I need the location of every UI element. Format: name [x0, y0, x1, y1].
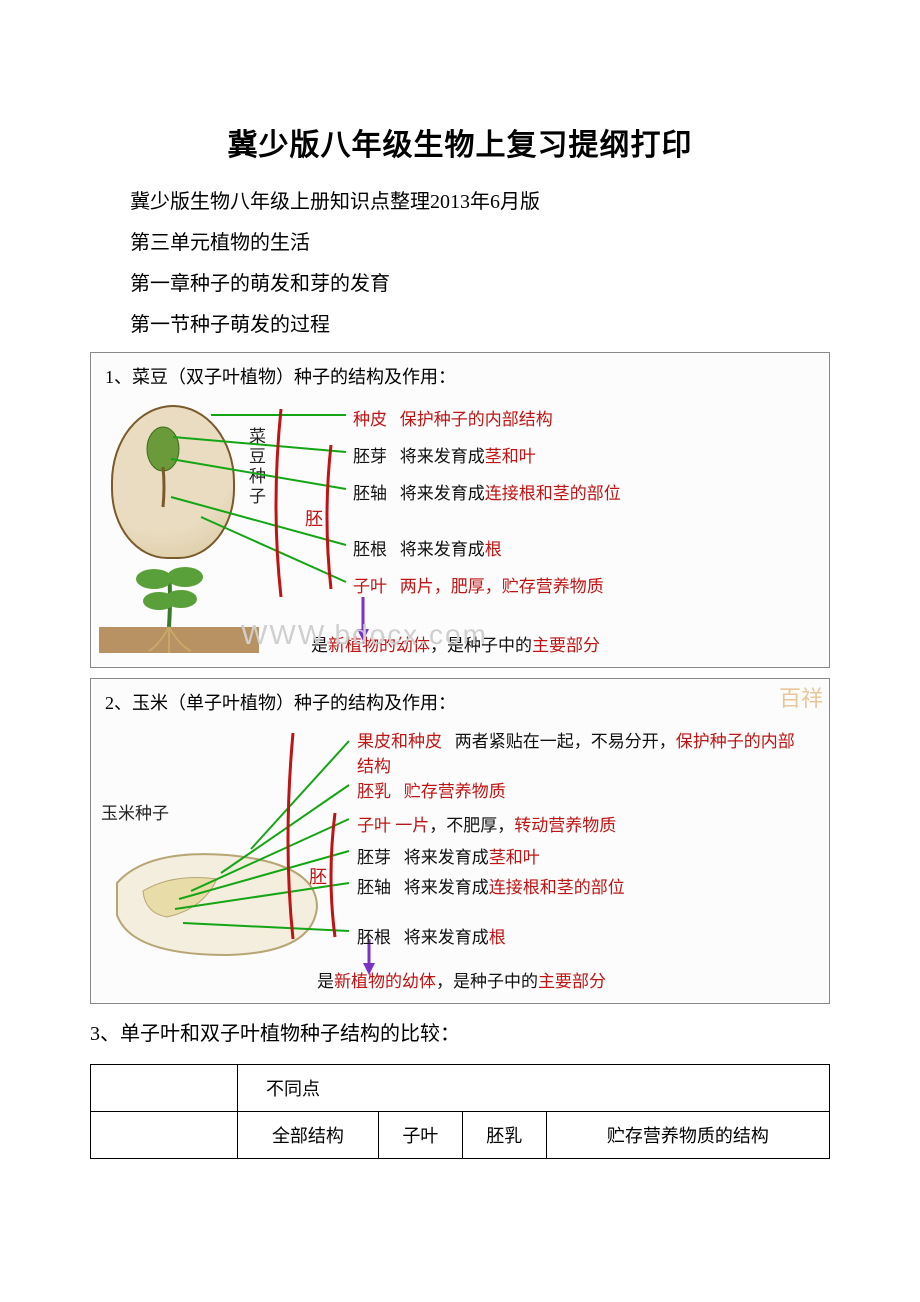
- corner-stamp: 百祥: [779, 681, 823, 713]
- d1-item-seed-coat: 种皮 保护种子的内部结构: [353, 405, 553, 430]
- table-cell: 胚乳: [462, 1112, 546, 1159]
- page: 冀少版八年级生物上复习提纲打印 冀少版生物八年级上册知识点整理2013年6月版 …: [0, 0, 920, 1219]
- watermark-text: WWW.bdocx.com: [241, 619, 488, 651]
- table-row: 不同点: [91, 1065, 830, 1112]
- d2-item-hypocotyl: 胚轴 将来发育成连接根和茎的部位: [357, 873, 777, 898]
- diagram1-heading: 1、菜豆（双子叶植物）种子的结构及作用：: [105, 363, 819, 389]
- d2-item-plumule: 胚芽 将来发育成茎和叶: [357, 843, 540, 868]
- section-3-heading: 3、单子叶和双子叶植物种子结构的比较：: [90, 1014, 830, 1054]
- d2-item-pericarp: 果皮和种皮 两者紧贴在一起，不易分开，保护种子的内部结构: [357, 727, 797, 777]
- d2-item-endosperm: 胚乳 贮存营养物质: [357, 777, 506, 802]
- d2-summary: 是新植物的幼体，是种子中的主要部分: [317, 967, 606, 992]
- diagram1-lines: 胚: [101, 397, 821, 657]
- diagram2-heading: 2、玉米（单子叶植物）种子的结构及作用：: [105, 689, 819, 715]
- diagram-bean-seed: 1、菜豆（双子叶植物）种子的结构及作用：: [90, 352, 830, 668]
- table-cell: 子叶: [378, 1112, 462, 1159]
- table-cell: 贮存营养物质的结构: [546, 1112, 829, 1159]
- intro-line-4: 第一节种子萌发的过程: [90, 305, 830, 346]
- diagram1-body: 菜豆种子 胚 种: [101, 397, 819, 657]
- intro-line-2: 第三单元植物的生活: [90, 223, 830, 264]
- d1-item-hypocotyl: 胚轴 将来发育成连接根和茎的部位: [353, 479, 783, 504]
- intro-line-3: 第一章种子的萌发和芽的发育: [90, 264, 830, 305]
- d2-item-radicle: 胚根 将来发育成根: [357, 923, 506, 948]
- d1-item-cotyledon: 子叶 两片，肥厚，贮存营养物质: [353, 572, 604, 597]
- svg-text:胚: 胚: [309, 867, 327, 887]
- d2-item-cotyledon: 子叶 一片，不肥厚，转动营养物质: [357, 811, 616, 836]
- table-cell: 全部结构: [238, 1112, 379, 1159]
- comparison-table: 不同点 全部结构 子叶 胚乳 贮存营养物质的结构: [90, 1064, 830, 1159]
- diagram2-body: 玉米种子 胚 果: [101, 723, 819, 993]
- d1-item-plumule: 胚芽 将来发育成茎和叶: [353, 442, 536, 467]
- diagram-corn-seed: 百祥 2、玉米（单子叶植物）种子的结构及作用： 玉米种子: [90, 678, 830, 1004]
- table-header-merged: 不同点: [238, 1065, 830, 1112]
- svg-text:胚: 胚: [305, 509, 323, 529]
- intro-line-1: 冀少版生物八年级上册知识点整理2013年6月版: [90, 182, 830, 223]
- d1-item-radicle: 胚根 将来发育成根: [353, 535, 502, 560]
- table-cell-blank: [91, 1065, 238, 1112]
- table-cell: [91, 1112, 238, 1159]
- table-row: 全部结构 子叶 胚乳 贮存营养物质的结构: [91, 1112, 830, 1159]
- page-title: 冀少版八年级生物上复习提纲打印: [90, 120, 830, 164]
